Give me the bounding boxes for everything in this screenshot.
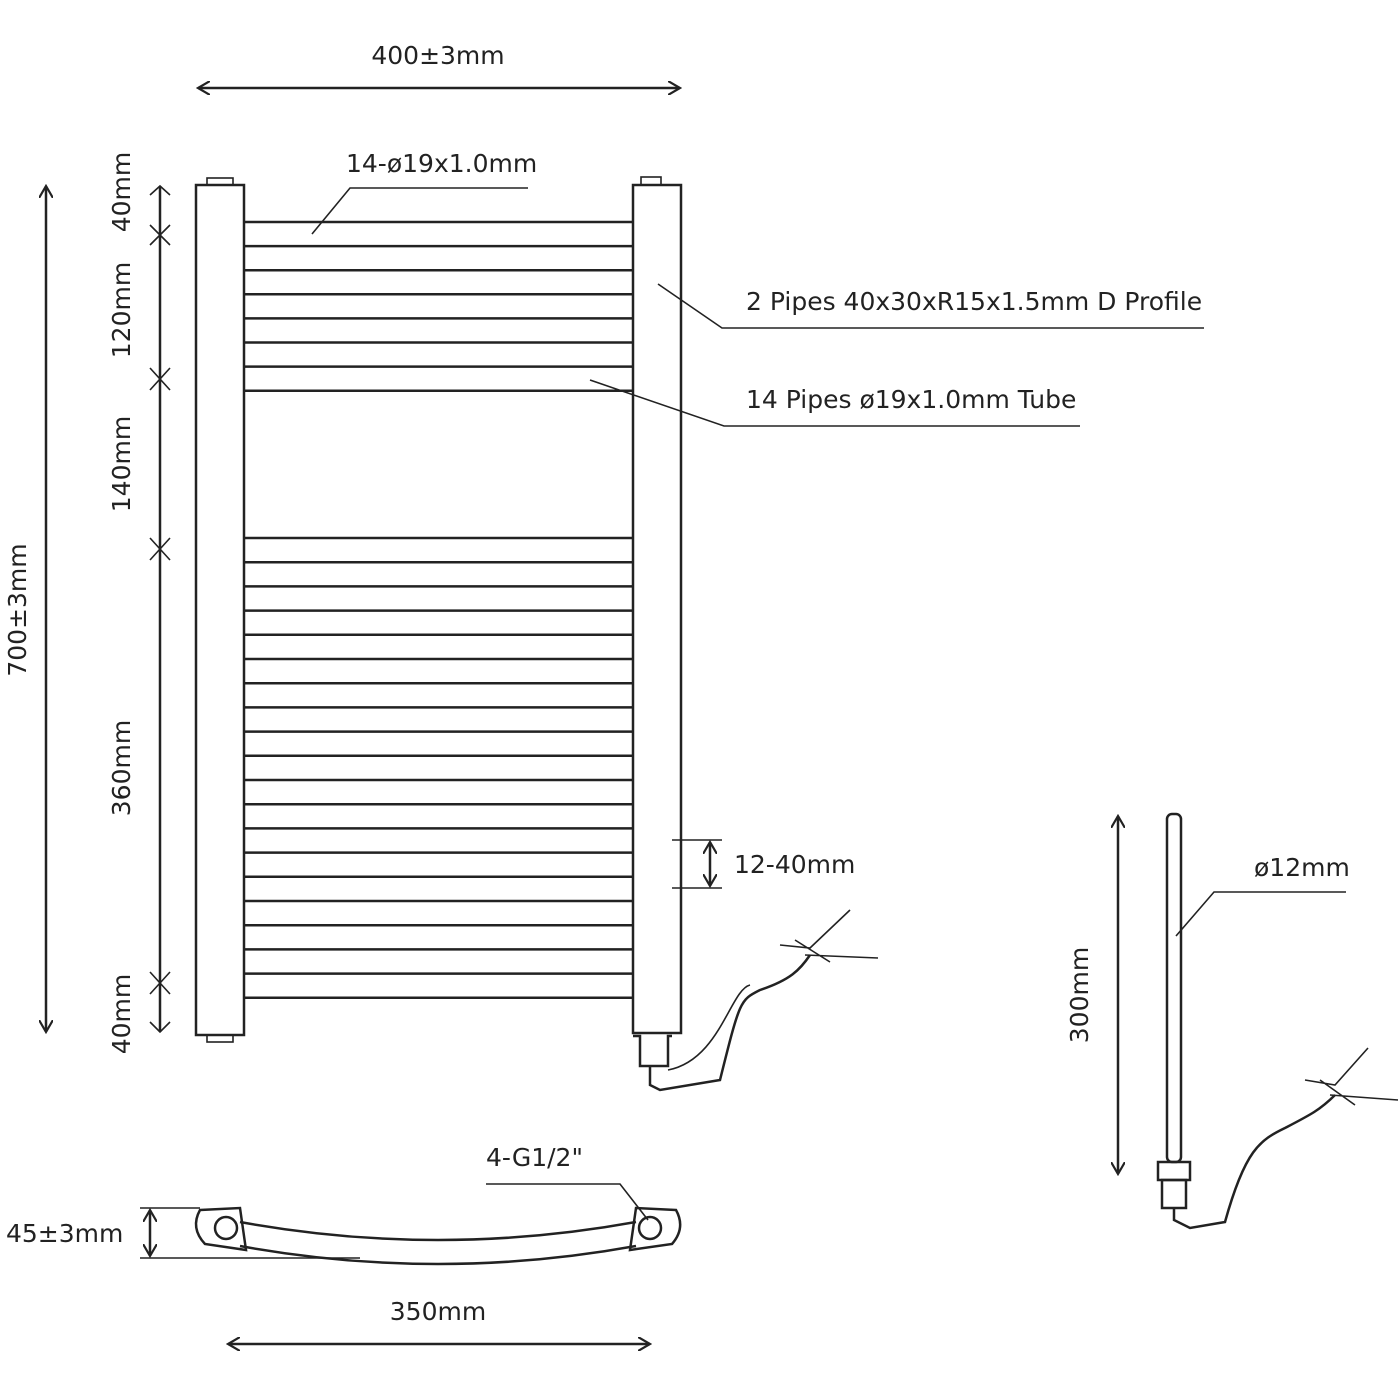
- element-offset-label: 12-40mm: [734, 850, 855, 879]
- rail-pipes-label: 14 Pipes ø19x1.0mm Tube: [746, 385, 1076, 414]
- side-view: 4-G1/2" 45±3mm 350mm: [6, 1143, 682, 1344]
- side-pipe-callout: 2 Pipes 40x30xR15x1.5mm D Profile 14 Pip…: [589, 283, 1204, 427]
- segment-lower-label: 360mm: [107, 720, 136, 816]
- side-pipes-label: 2 Pipes 40x30xR15x1.5mm D Profile: [746, 287, 1202, 316]
- rail-spec-callout: 14-ø19x1.0mm: [311, 149, 537, 235]
- depth-label: 45±3mm: [6, 1219, 123, 1248]
- centres-label: 350mm: [390, 1297, 486, 1326]
- connections-label: 4-G1/2": [486, 1143, 583, 1172]
- height-label: 700±3mm: [3, 543, 32, 676]
- segment-upper-label: 120mm: [107, 262, 136, 358]
- heating-element-installed: [633, 909, 879, 1092]
- element-offset-dimension: 12-40mm: [672, 839, 855, 889]
- segment-gap-label: 140mm: [107, 416, 136, 512]
- segment-dimensions: 40mm 120mm 140mm 360mm 40mm: [107, 152, 171, 1055]
- element-diameter-label: ø12mm: [1254, 853, 1350, 882]
- height-dimension: 700±3mm: [3, 186, 46, 1032]
- segment-top-label: 40mm: [107, 152, 136, 233]
- rail-spec-label: 14-ø19x1.0mm: [346, 149, 537, 178]
- segment-bottom-label: 40mm: [107, 974, 136, 1055]
- heating-element-detail: 300mm ø12mm: [1065, 812, 1399, 1230]
- rails: [244, 220, 633, 1000]
- width-dimension: 400±3mm: [198, 41, 680, 88]
- width-label: 400±3mm: [371, 41, 504, 70]
- element-length-label: 300mm: [1065, 947, 1094, 1043]
